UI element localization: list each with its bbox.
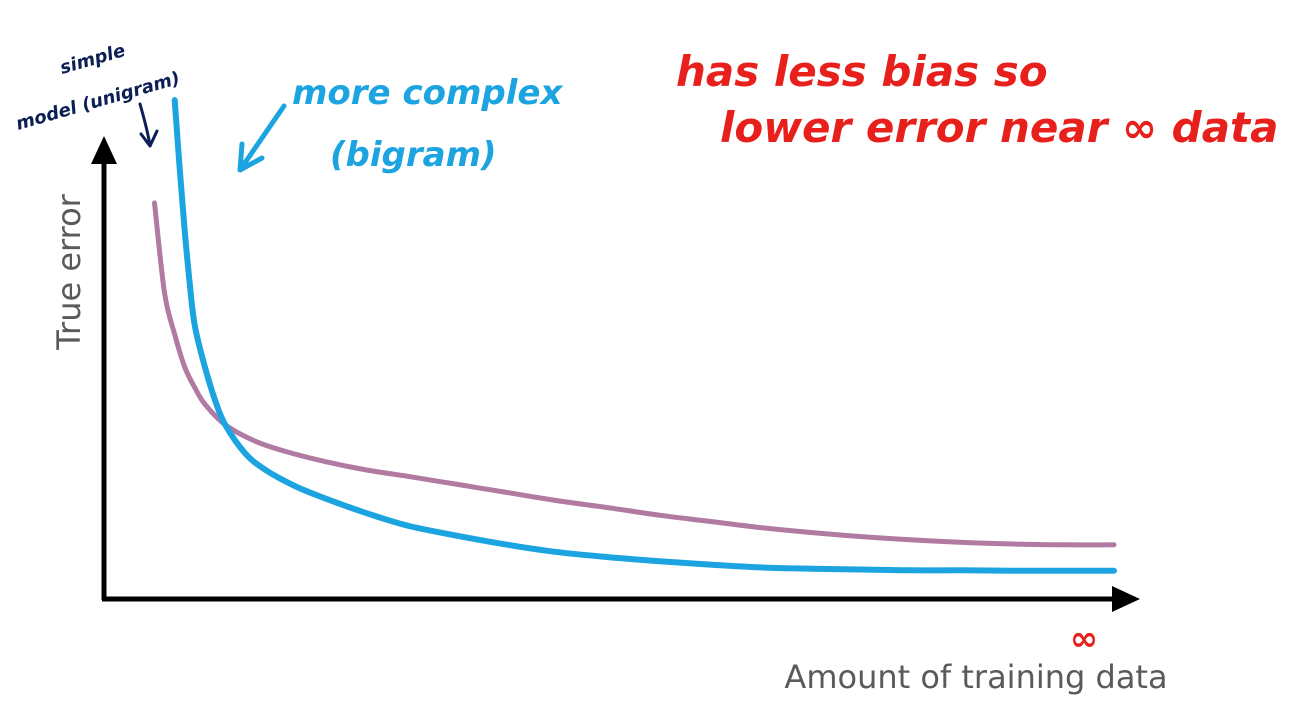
- x-end-infinity-label: ∞: [1070, 619, 1098, 659]
- series-line-simple-model: [152, 200, 1117, 548]
- plot-area: [152, 97, 1117, 574]
- simple-model-annotation: simple model (unigram): [14, 40, 183, 148]
- simple-label-arrow: [138, 102, 159, 148]
- complex-label-line2: (bigram): [330, 135, 497, 175]
- simple-label-line1: simple: [58, 40, 128, 79]
- complex-model-annotation: more complex (bigram): [237, 73, 563, 175]
- y-axis-arrowhead: [91, 136, 117, 164]
- note-line2: lower error near ∞ data: [720, 103, 1278, 152]
- complex-label-line1: more complex: [292, 73, 563, 113]
- note-line1: has less bias so: [676, 47, 1048, 96]
- complex-label-arrow: [237, 103, 287, 173]
- series-line-complex-model: [171, 97, 1117, 574]
- y-axis-label: True error: [50, 193, 88, 350]
- x-axis-arrowhead: [1112, 586, 1140, 612]
- x-axis-label: Amount of training data: [784, 658, 1167, 696]
- bias-note-annotation: has less bias so lower error near ∞ data: [676, 47, 1278, 152]
- simple-label-line2: model (unigram): [14, 68, 183, 135]
